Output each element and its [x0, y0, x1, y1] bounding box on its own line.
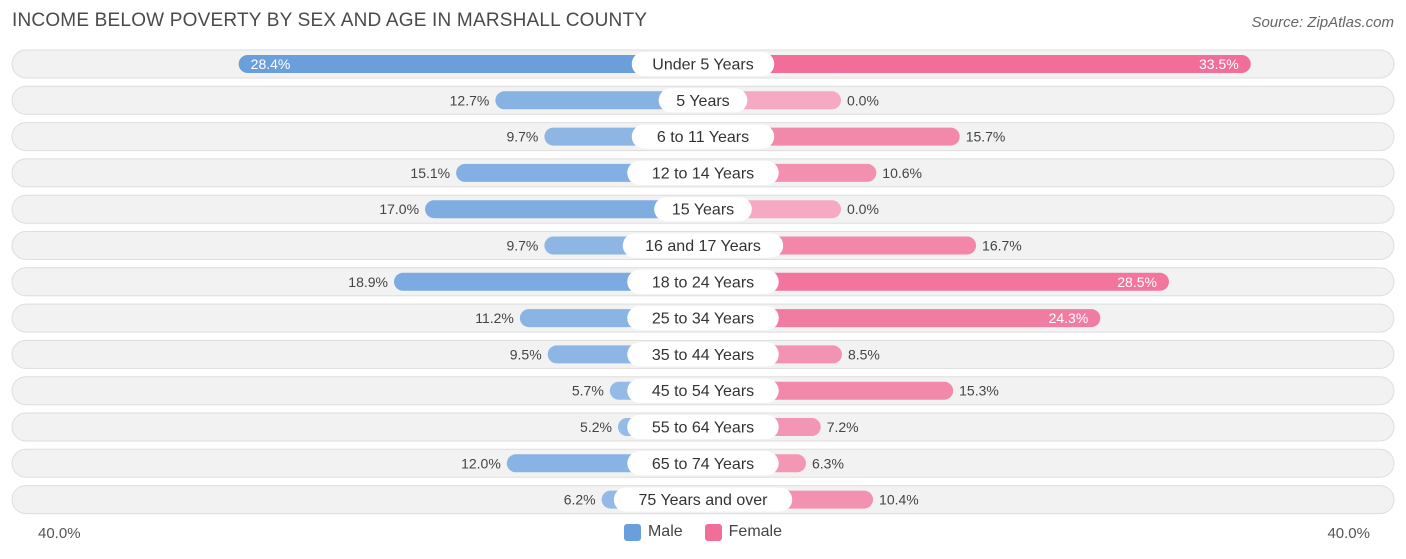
male-value-label: 5.7%	[572, 383, 604, 399]
source-label: Source: ZipAtlas.com	[1251, 14, 1394, 31]
female-bar	[703, 309, 1101, 328]
category-pill	[627, 269, 779, 294]
female-value-label: 15.7%	[966, 129, 1006, 145]
category-pill	[627, 160, 779, 185]
female-bar	[703, 55, 1251, 73]
female-value-label: 10.6%	[882, 165, 922, 181]
male-value-label: 12.7%	[450, 92, 490, 108]
category-pill	[658, 88, 748, 113]
category-pill	[654, 197, 752, 222]
male-bar	[393, 272, 703, 291]
category-label: Under 5 Years	[652, 57, 753, 74]
category-label: 25 to 34 Years	[652, 311, 754, 328]
category-label: 18 to 24 Years	[652, 274, 754, 291]
female-value-label: 0.0%	[847, 201, 879, 217]
axis-left-label: 40.0%	[38, 525, 81, 542]
male-bar	[495, 91, 703, 110]
category-label: 35 to 44 Years	[652, 347, 754, 364]
female-value-label: 8.5%	[848, 346, 880, 362]
category-pill	[627, 378, 779, 403]
category-label: 45 to 54 Years	[652, 383, 754, 400]
male-bar	[425, 200, 703, 219]
male-value-label: 5.2%	[580, 419, 612, 435]
category-pill	[631, 52, 775, 76]
male-value-label: 17.0%	[379, 201, 419, 217]
female-value-label: 16.7%	[982, 238, 1022, 254]
female-value-label: 0.0%	[847, 92, 879, 108]
legend-item-female[interactable]: Female	[704, 523, 783, 541]
category-label: 75 Years and over	[639, 492, 769, 509]
category-label: 5 Years	[676, 93, 729, 110]
category-label: 6 to 11 Years	[657, 129, 749, 146]
female-swatch-icon	[704, 523, 722, 541]
category-label: 12 to 14 Years	[652, 165, 754, 182]
male-value-label: 9.7%	[506, 238, 538, 254]
male-swatch-icon	[623, 523, 641, 541]
category-pill	[627, 306, 779, 331]
male-value-label: 6.2%	[564, 492, 596, 508]
male-value-label: 9.5%	[510, 346, 542, 362]
male-value-label: 15.1%	[410, 165, 450, 181]
legend-item-male[interactable]: Male	[623, 523, 683, 541]
female-value-label: 24.3%	[1049, 310, 1089, 326]
female-value-label: 15.3%	[959, 383, 999, 399]
category-pill	[627, 342, 779, 367]
male-value-label: 18.9%	[348, 274, 388, 290]
female-value-label: 28.5%	[1117, 274, 1157, 290]
chart-title: INCOME BELOW POVERTY BY SEX AND AGE IN M…	[12, 10, 648, 31]
male-value-label: 12.0%	[461, 455, 501, 471]
female-value-label: 33.5%	[1199, 56, 1239, 72]
category-pill	[622, 233, 784, 258]
category-label: 16 and 17 Years	[645, 238, 761, 255]
male-bar	[238, 55, 703, 73]
diverging-bar-chart: 28.4% 33.5% Under 5 Years 12.7% 0.0% 5 Years 9…	[11, 49, 1395, 515]
male-value-label: 28.4%	[251, 56, 291, 72]
legend-female-label: Female	[728, 523, 783, 540]
legend-male-label: Male	[647, 523, 683, 540]
female-value-label: 10.4%	[879, 492, 919, 508]
category-pill	[631, 124, 775, 149]
male-value-label: 9.7%	[506, 129, 538, 145]
axis-right-label: 40.0%	[1327, 525, 1370, 542]
female-value-label: 7.2%	[827, 419, 859, 435]
category-label: 15 Years	[672, 202, 734, 219]
legend: Male Female	[0, 523, 1406, 541]
category-label: 65 to 74 Years	[652, 456, 754, 473]
male-value-label: 11.2%	[475, 310, 514, 326]
female-bar	[703, 272, 1169, 291]
category-label: 55 to 64 Years	[652, 420, 754, 437]
category-pill	[613, 487, 793, 512]
female-value-label: 6.3%	[812, 455, 844, 471]
category-pill	[627, 415, 779, 439]
category-pill	[627, 451, 779, 476]
